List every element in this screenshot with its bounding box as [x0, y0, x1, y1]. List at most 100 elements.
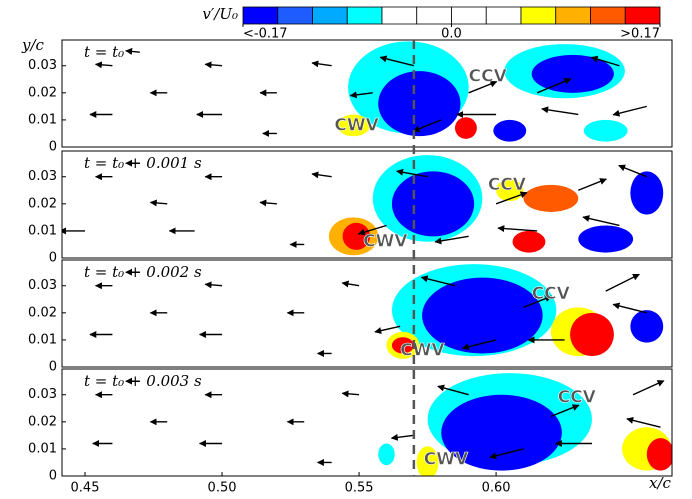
annotation: CCV [469, 67, 508, 87]
velocity-vector [390, 433, 414, 441]
panel-frame [61, 259, 673, 368]
velocity-vector [582, 215, 620, 227]
y-tick-label: 0.01 [28, 441, 57, 456]
velocity-vector [536, 78, 572, 94]
y-tick-label: 0.01 [28, 223, 57, 238]
velocity-vector [550, 404, 580, 418]
contour-region [630, 310, 664, 343]
colorbar-tick-label: >0.17 [620, 27, 660, 42]
velocity-vector [341, 390, 360, 398]
contour-region [391, 171, 475, 237]
y-tick-label: 0.02 [28, 85, 57, 100]
panel-label: t = t₀ + 0.001 s [84, 154, 202, 172]
annotation: CWV [424, 450, 469, 470]
velocity-vector [541, 106, 579, 116]
x-tick-label: 0.45 [71, 481, 100, 496]
y-tick-label: 0 [49, 140, 57, 155]
velocity-vector [468, 80, 498, 94]
velocity-vector [618, 164, 648, 178]
x-axis-label: x/c [649, 474, 672, 492]
contour-region [583, 119, 628, 142]
velocity-vector [204, 281, 223, 289]
velocity-vector [204, 61, 223, 69]
colorbar-box [312, 6, 348, 25]
panel-label: t = t₀ + 0.003 s [84, 372, 202, 390]
velocity-vector [632, 380, 665, 396]
velocity-vector [497, 225, 538, 233]
y-tick-label: 0 [49, 360, 57, 375]
panel [89, 41, 647, 142]
colorbar-box [242, 6, 279, 25]
annotation: CWV [400, 341, 445, 361]
colorbar-box [624, 6, 661, 25]
velocity-vector [311, 60, 332, 68]
velocity-vector [612, 105, 647, 117]
velocity-vector [379, 55, 415, 67]
contour-region [378, 443, 395, 466]
velocity-vector [341, 280, 360, 288]
contour-region [570, 312, 614, 357]
contour-region [523, 184, 579, 212]
contour-region [378, 71, 461, 137]
contour-region [493, 119, 527, 142]
velocity-vector [523, 295, 553, 309]
annotation: CCV [558, 387, 597, 407]
panel [92, 373, 672, 476]
contour-region [512, 230, 546, 253]
velocity-vector [590, 55, 620, 67]
contour-region [337, 114, 371, 137]
velocity-vector [412, 119, 442, 133]
velocity-vector [374, 325, 401, 335]
velocity-vector [578, 178, 607, 191]
velocity-vector [94, 61, 113, 69]
colorbar-box [277, 6, 313, 25]
colorbar-box [590, 6, 626, 25]
panel-frame [61, 39, 673, 148]
y-tick-label: 0.02 [28, 196, 57, 211]
panel-label: t = t₀ [84, 43, 124, 61]
y-axis-label: y/c [21, 36, 45, 54]
velocity-vector [605, 273, 640, 292]
contour-region [441, 394, 562, 471]
colorbar-box [451, 6, 487, 25]
velocity-vector [626, 416, 661, 428]
velocity-vector [434, 235, 469, 245]
annotation: CCV [532, 284, 571, 304]
velocity-vector [461, 339, 497, 351]
y-tick-label: 0.03 [28, 169, 57, 184]
panel-frame [61, 368, 673, 477]
contour-region [391, 337, 414, 354]
panel-frame [61, 150, 673, 259]
contour-region [630, 171, 664, 215]
velocity-vector [311, 171, 332, 179]
velocity-vector [489, 448, 524, 460]
velocity-vector [495, 191, 528, 205]
colorbar-box [381, 6, 418, 25]
annotation: CWV [334, 115, 379, 135]
velocity-vector [420, 275, 456, 287]
velocity-vector [396, 168, 428, 178]
y-tick-label: 0.02 [28, 305, 57, 320]
velocity-vector [125, 47, 140, 55]
x-tick-label: 0.60 [482, 481, 511, 496]
colorbar-label: v′/U₀ [202, 5, 238, 23]
contour-region [531, 54, 614, 93]
velocity-vector [259, 199, 277, 207]
x-tick-label: 0.55 [345, 481, 374, 496]
velocity-vector [612, 302, 647, 314]
y-tick-label: 0.03 [28, 278, 57, 293]
annotation: CCV [488, 175, 527, 195]
y-tick-label: 0.01 [28, 332, 57, 347]
contour-region [422, 277, 543, 354]
y-tick-label: 0 [49, 469, 57, 484]
y-tick-label: 0.01 [28, 112, 57, 127]
velocity-vector [349, 91, 373, 99]
panel-label: t = t₀ + 0.002 s [84, 263, 202, 281]
velocity-vector [437, 384, 469, 396]
velocity-vector [357, 224, 387, 236]
velocity-vector [149, 199, 168, 207]
colorbar-tick-label: 0.0 [441, 27, 462, 42]
colorbar-box [555, 6, 591, 25]
contour-region [416, 446, 439, 476]
contour-region [454, 117, 477, 139]
